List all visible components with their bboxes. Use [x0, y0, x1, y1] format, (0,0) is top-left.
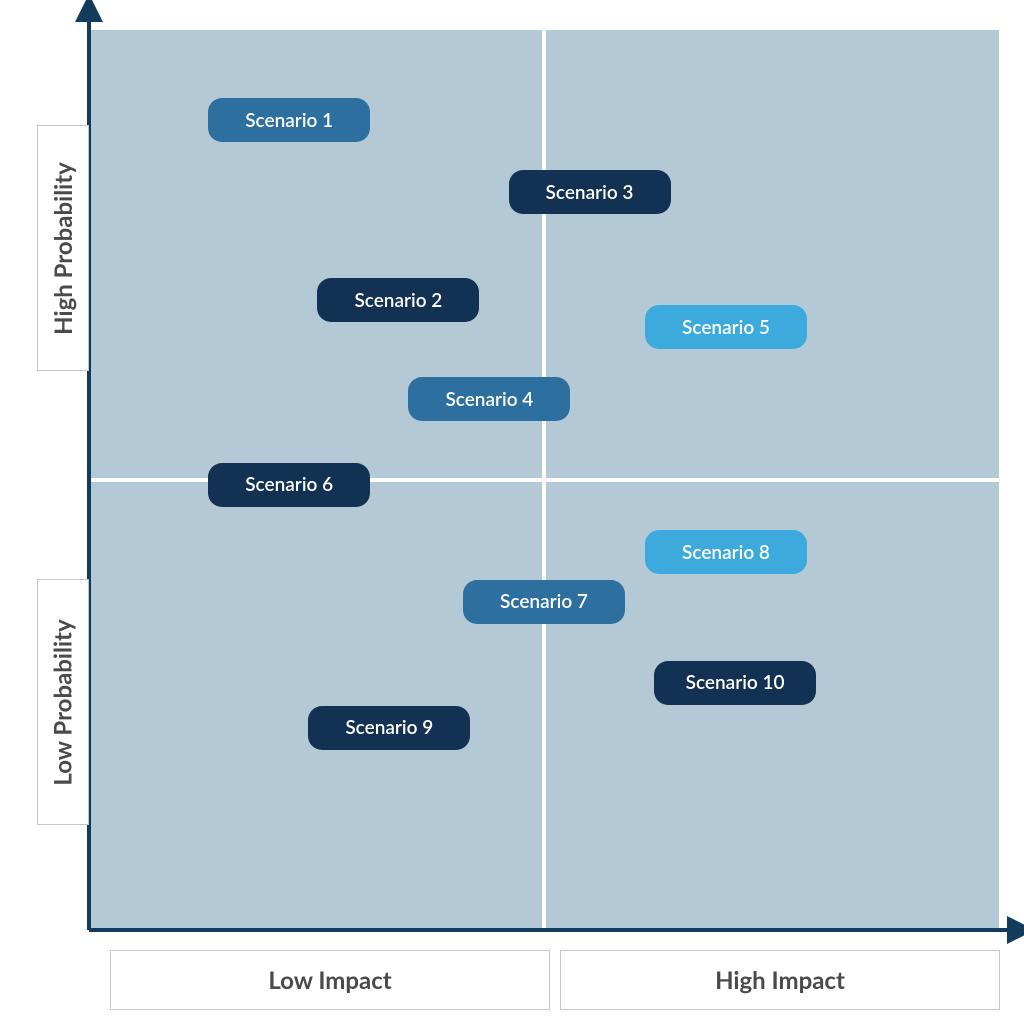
node-scenario-1[interactable]: Scenario 1 — [208, 98, 370, 142]
node-scenario-6[interactable]: Scenario 6 — [208, 463, 370, 507]
x-axis-label-low: Low Impact — [110, 950, 550, 1010]
node-scenario-7[interactable]: Scenario 7 — [463, 580, 625, 624]
node-label: Scenario 7 — [500, 590, 588, 613]
node-scenario-4[interactable]: Scenario 4 — [408, 377, 570, 421]
node-label: Scenario 5 — [682, 316, 770, 339]
node-label: Scenario 6 — [245, 473, 333, 496]
node-label: Scenario 8 — [682, 541, 770, 564]
x-axis-label-high-text: High Impact — [715, 966, 845, 995]
node-scenario-9[interactable]: Scenario 9 — [308, 706, 470, 750]
node-scenario-10[interactable]: Scenario 10 — [654, 661, 816, 705]
node-label: Scenario 10 — [686, 671, 785, 694]
x-axis-label-high: High Impact — [560, 950, 1000, 1010]
node-label: Scenario 3 — [546, 181, 634, 204]
node-scenario-8[interactable]: Scenario 8 — [645, 530, 807, 574]
y-axis-label-high: High Probability — [37, 125, 89, 371]
node-label: Scenario 1 — [245, 109, 333, 132]
node-scenario-3[interactable]: Scenario 3 — [509, 170, 671, 214]
x-axis-label-low-text: Low Impact — [268, 966, 391, 995]
node-label: Scenario 4 — [445, 388, 533, 411]
node-label: Scenario 9 — [345, 716, 433, 739]
y-axis-label-high-text: High Probability — [49, 162, 78, 335]
node-scenario-2[interactable]: Scenario 2 — [317, 278, 479, 322]
axes — [0, 0, 1024, 1024]
quadrant-chart: High Probability Low Probability Low Imp… — [0, 0, 1024, 1024]
y-axis-label-low-text: Low Probability — [49, 619, 78, 785]
y-axis-label-low: Low Probability — [37, 579, 89, 825]
node-scenario-5[interactable]: Scenario 5 — [645, 305, 807, 349]
node-label: Scenario 2 — [354, 289, 442, 312]
